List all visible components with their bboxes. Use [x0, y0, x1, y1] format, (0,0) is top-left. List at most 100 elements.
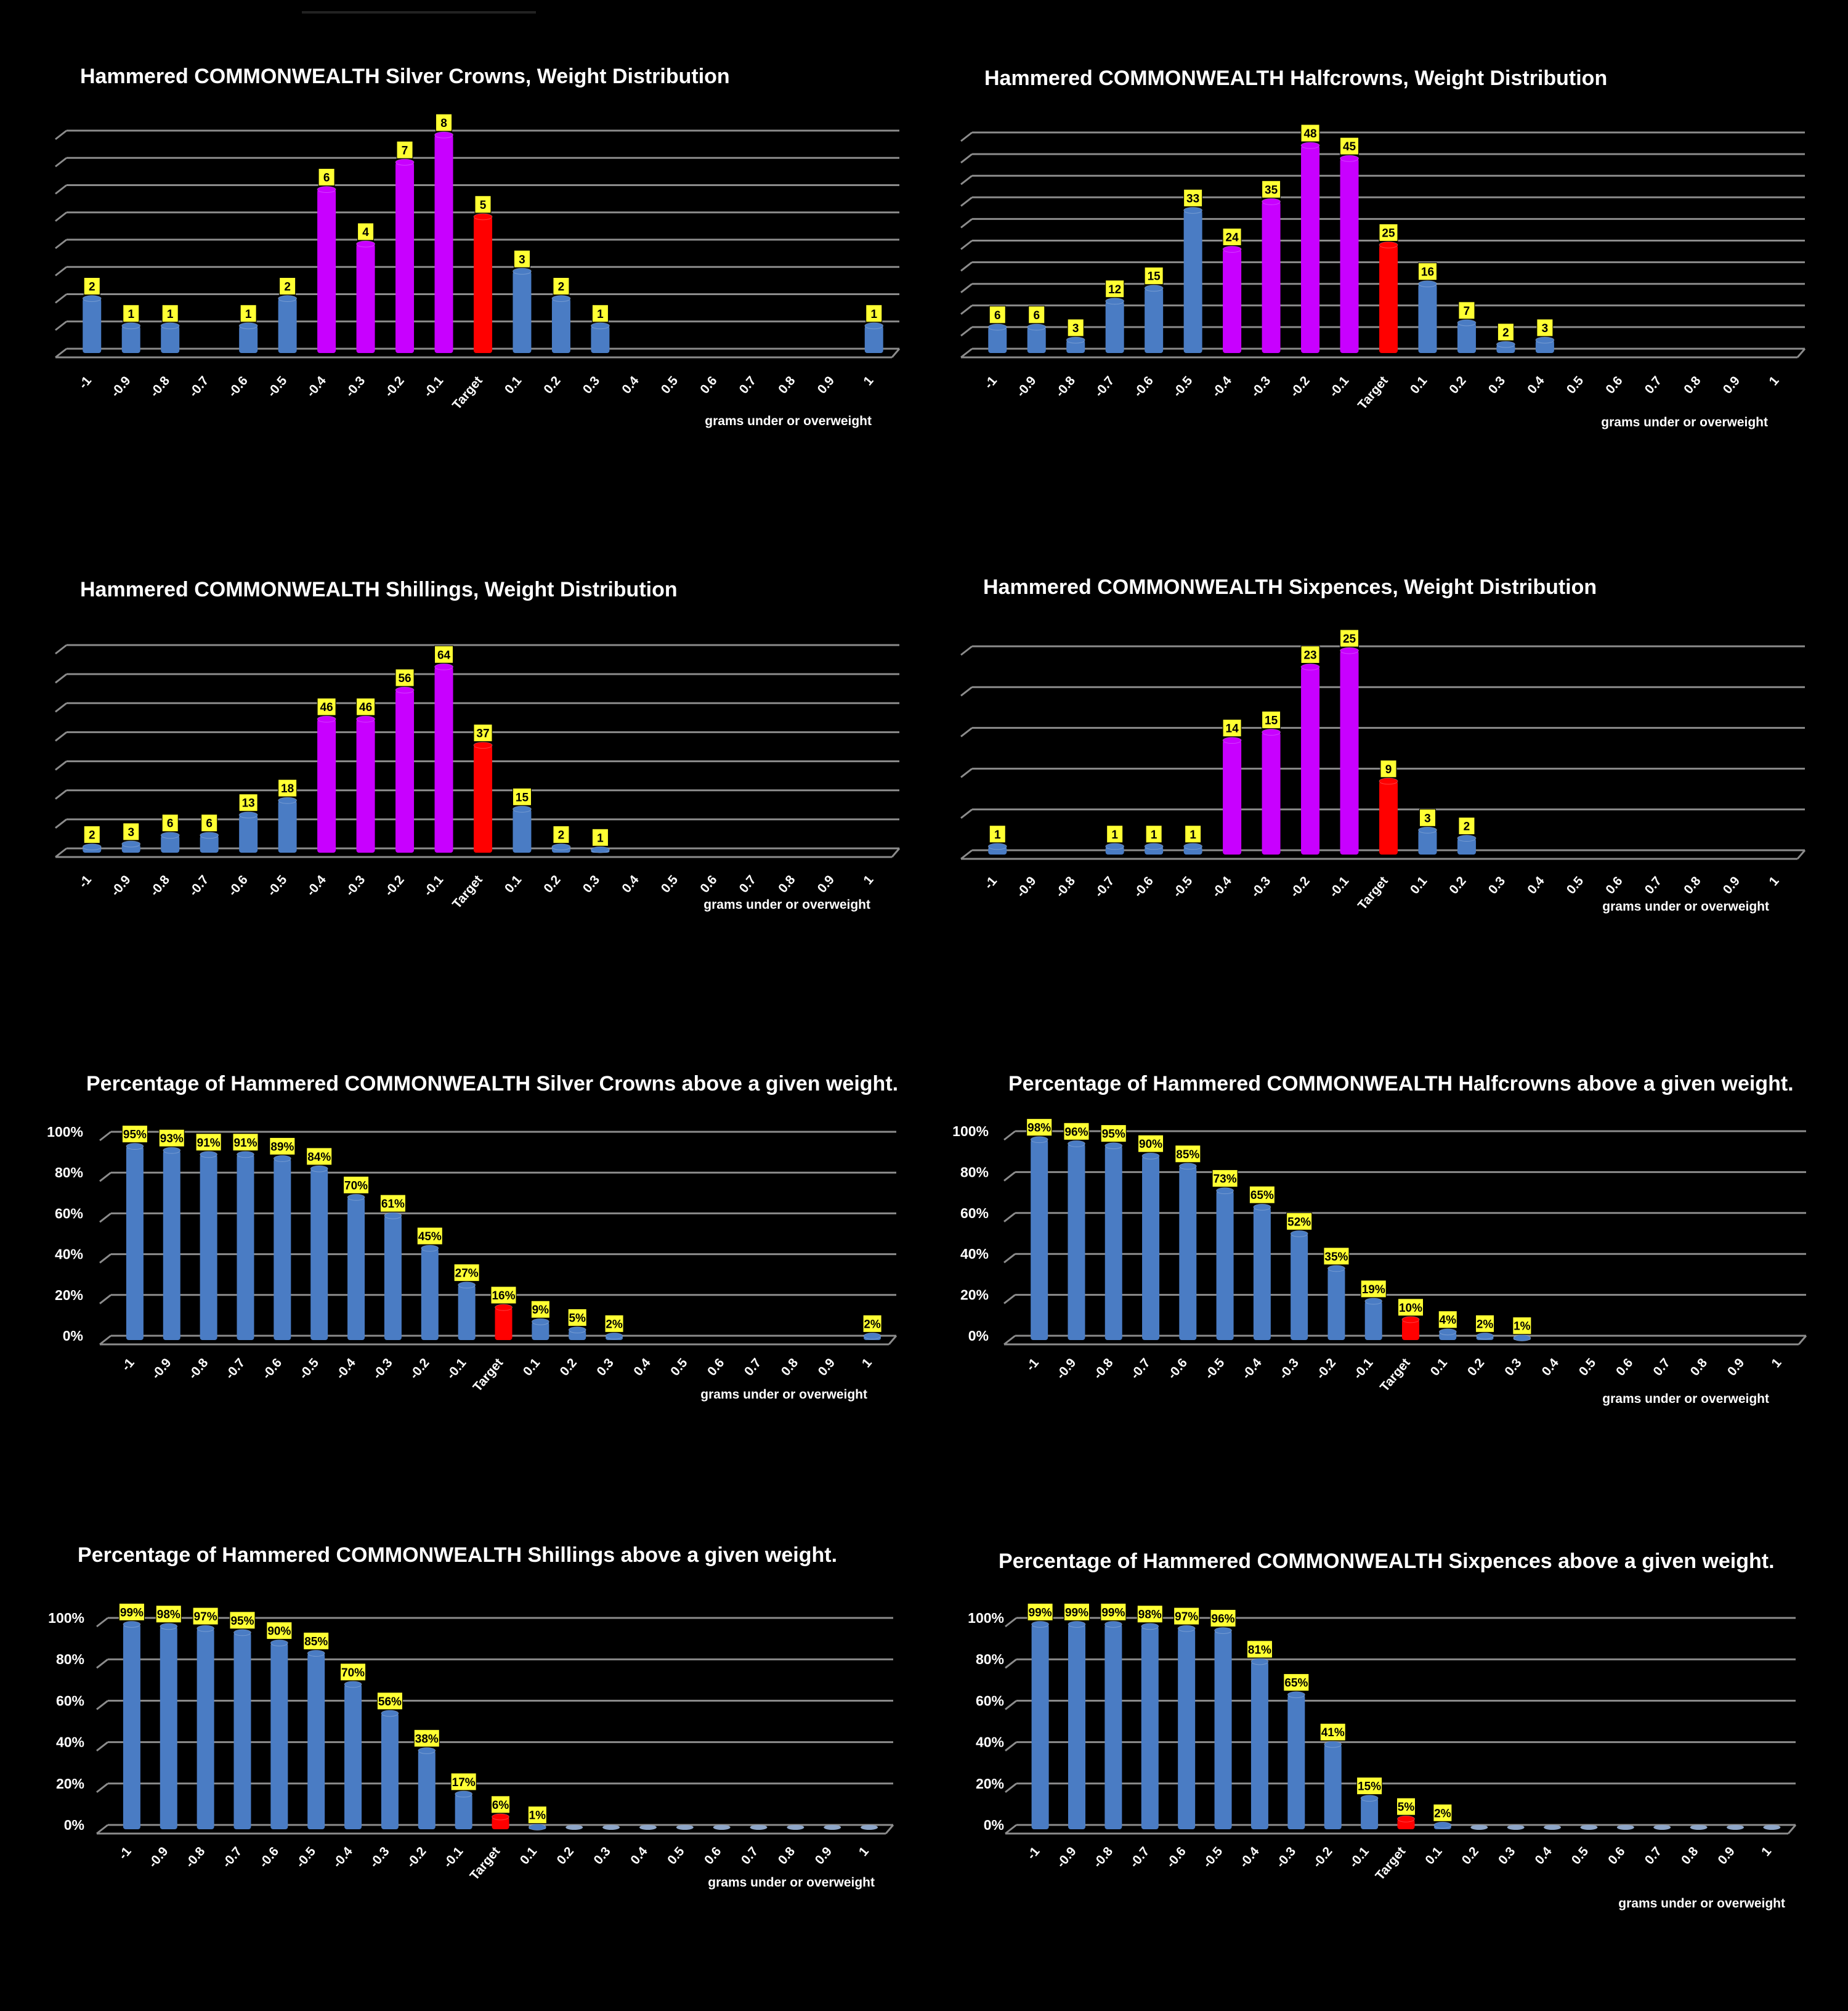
bar-cap — [605, 1332, 623, 1339]
x-axis-label: grams under or overweight — [1602, 900, 1769, 914]
data-label-box — [161, 304, 179, 323]
bar-cap — [1105, 843, 1125, 850]
data-label: 65% — [1250, 1189, 1274, 1202]
floor-edge — [891, 848, 901, 858]
gridline-tick — [1005, 1617, 1017, 1628]
bar--0.5 — [307, 1653, 325, 1829]
bar-cap — [434, 663, 454, 670]
data-label-box — [1262, 710, 1281, 729]
gridline-tick — [1005, 1782, 1017, 1793]
gridline-tick — [55, 847, 67, 858]
data-label: 1 — [167, 308, 174, 321]
data-label-box — [118, 1603, 145, 1621]
data-label-box — [1512, 1317, 1532, 1335]
data-label-box — [989, 825, 1006, 843]
gridline-tick — [960, 283, 973, 293]
bar-cap — [1030, 1136, 1048, 1144]
bar-cap — [200, 1151, 218, 1158]
data-label: 5% — [1398, 1801, 1415, 1814]
bar--0.4 — [1223, 249, 1242, 353]
gridline-tick — [960, 197, 973, 207]
gridline-tick — [1003, 1253, 1016, 1264]
data-label-box — [591, 304, 609, 323]
data-label: 97% — [1175, 1611, 1198, 1623]
gridline-tick — [55, 320, 67, 331]
data-label: 13 — [242, 797, 255, 810]
bar-cap — [1104, 1620, 1122, 1628]
bar-cap — [238, 322, 258, 330]
bar-cap — [1068, 1620, 1086, 1628]
bar-cap — [160, 1623, 178, 1630]
chart-pct-sixpences: Percentage of Hammered COMMONWEALTH Sixp… — [968, 1550, 1797, 1911]
bar--0.9 — [121, 325, 140, 353]
data-label: 3 — [128, 826, 134, 839]
bar-cap — [987, 843, 1007, 850]
bar--0.2 — [421, 1248, 439, 1340]
bar-0.2 — [551, 298, 570, 353]
data-label-box — [553, 277, 570, 295]
bar-cap — [1250, 1658, 1269, 1665]
bar-cap — [1262, 728, 1281, 736]
bar-cap — [1379, 242, 1398, 248]
bar-cap — [123, 1620, 141, 1628]
bar--0.5 — [1216, 1190, 1234, 1340]
bar--0.5 — [1214, 1630, 1232, 1829]
data-label-box — [195, 1133, 222, 1152]
data-label-box — [306, 1147, 333, 1166]
x-axis-label: grams under or overweight — [700, 1387, 867, 1402]
data-label: 65% — [1284, 1677, 1308, 1690]
bar--0.7 — [1142, 1156, 1160, 1340]
bar-cap — [381, 1710, 399, 1717]
bar-cap — [1262, 198, 1281, 205]
data-label-box — [376, 1692, 403, 1710]
data-label-box — [1105, 280, 1125, 298]
data-label-box — [343, 1176, 370, 1194]
bar-cap — [236, 1151, 254, 1158]
bar-cap — [270, 1639, 288, 1647]
bar-cap — [1104, 1142, 1123, 1150]
bar-empty — [1507, 1825, 1525, 1830]
top-rule — [302, 11, 536, 14]
bar-cap — [126, 1143, 144, 1150]
bar-cap — [1340, 647, 1360, 654]
bar--0.9 — [1068, 1144, 1085, 1340]
data-label-box — [1185, 825, 1202, 843]
bar-0.2 — [1457, 838, 1476, 855]
y-tick-label: 0% — [63, 1328, 83, 1344]
data-label-box — [121, 1125, 148, 1144]
data-label: 9 — [1385, 763, 1392, 776]
gridline-tick — [55, 238, 67, 250]
bar-cap — [200, 832, 219, 839]
data-label: 85% — [1176, 1148, 1199, 1161]
data-label-box — [434, 645, 454, 664]
bar-0.1 — [1418, 283, 1437, 353]
x-axis-label: grams under or overweight — [703, 898, 870, 912]
bar--0.6 — [270, 1643, 288, 1829]
gridline-tick — [960, 808, 973, 819]
bar-cap — [531, 1318, 549, 1325]
data-label-box — [158, 1129, 185, 1147]
bar-cap — [421, 1245, 439, 1252]
bar-cap — [317, 715, 336, 723]
data-label: 91% — [197, 1137, 221, 1150]
floor-edge — [1797, 1335, 1807, 1345]
data-label: 2% — [606, 1318, 623, 1331]
data-label-box — [1222, 719, 1242, 737]
data-label-box — [83, 277, 100, 295]
bar--0.3 — [384, 1216, 402, 1340]
bar--0.9 — [160, 1626, 177, 1829]
bar-Target — [474, 745, 492, 853]
data-label-box — [340, 1663, 367, 1681]
floor-edge — [1796, 348, 1806, 358]
data-label-box — [416, 1227, 443, 1245]
bar--0.7 — [1141, 1626, 1159, 1829]
data-label-box — [357, 222, 375, 241]
data-label-box — [513, 250, 530, 268]
gridline-tick — [55, 789, 67, 800]
data-label-box — [269, 1137, 296, 1155]
data-label-box — [356, 697, 376, 716]
data-label: 3 — [1542, 322, 1549, 335]
bar-empty — [861, 1825, 878, 1830]
bar--0.8 — [161, 835, 180, 853]
bar-empty — [713, 1825, 731, 1830]
